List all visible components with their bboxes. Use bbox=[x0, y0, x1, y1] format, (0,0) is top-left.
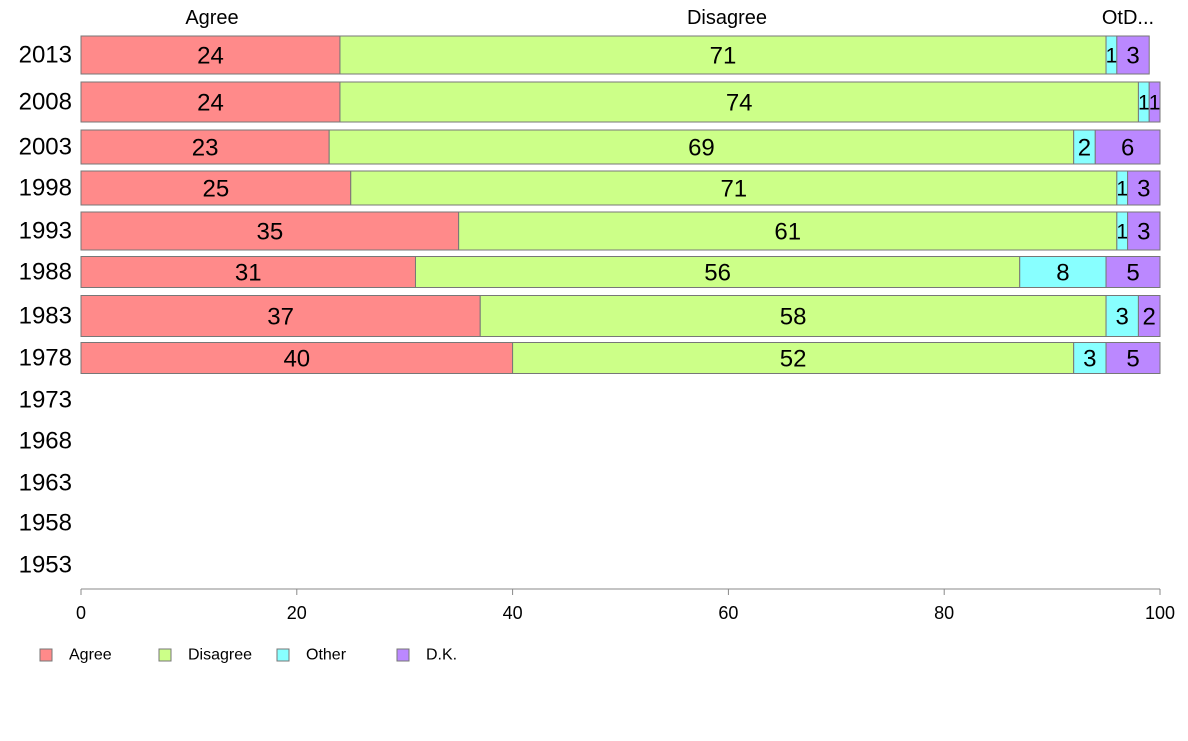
data-label: 6 bbox=[1121, 135, 1134, 162]
bar-segment bbox=[80, 211, 460, 251]
bar-segment bbox=[1137, 295, 1161, 337]
data-label: 25 bbox=[203, 176, 230, 203]
x-tick-label: 40 bbox=[503, 603, 523, 623]
data-label: 24 bbox=[197, 90, 224, 117]
bar-segment bbox=[350, 170, 1118, 206]
x-tick-label: 100 bbox=[1145, 603, 1175, 623]
data-label: 3 bbox=[1083, 346, 1096, 373]
bar-segment bbox=[1148, 81, 1161, 123]
category-label: 1998 bbox=[19, 175, 72, 202]
top-label: Disagree bbox=[687, 7, 767, 29]
category-label: 1973 bbox=[19, 387, 72, 414]
legend-swatch bbox=[39, 648, 53, 662]
legend-swatch bbox=[276, 648, 290, 662]
bar-segment bbox=[80, 342, 514, 374]
x-tick-label: 0 bbox=[76, 603, 86, 623]
bar-segment bbox=[1019, 256, 1107, 288]
category-label: 1958 bbox=[19, 510, 72, 537]
data-label: 1 bbox=[1138, 92, 1150, 115]
category-label: 1963 bbox=[19, 470, 72, 497]
bar-segment bbox=[1094, 129, 1161, 165]
bar-segment bbox=[1105, 295, 1139, 337]
x-tick-label: 60 bbox=[718, 603, 738, 623]
legend-swatch bbox=[158, 648, 172, 662]
data-label: 24 bbox=[197, 43, 224, 70]
category-label: 2008 bbox=[19, 89, 72, 116]
bar-segment bbox=[1127, 170, 1161, 206]
data-label: 1 bbox=[1106, 45, 1118, 68]
data-label: 5 bbox=[1126, 346, 1139, 373]
data-label: 8 bbox=[1056, 260, 1069, 287]
bar-segment bbox=[80, 295, 481, 337]
top-label: Agree bbox=[185, 7, 238, 29]
data-label: 1 bbox=[1149, 92, 1161, 115]
category-label: 1988 bbox=[19, 259, 72, 286]
category-label: 1953 bbox=[19, 552, 72, 579]
bar-segment bbox=[479, 295, 1107, 337]
data-label: 5 bbox=[1126, 260, 1139, 287]
data-label: 2 bbox=[1078, 135, 1091, 162]
data-label: 3 bbox=[1137, 219, 1150, 246]
data-label: 71 bbox=[710, 43, 737, 70]
legend-swatch bbox=[396, 648, 410, 662]
bar-segment bbox=[80, 35, 341, 75]
data-label: 52 bbox=[780, 346, 807, 373]
bar-segment bbox=[1105, 256, 1161, 288]
category-label: 1993 bbox=[19, 218, 72, 245]
data-label: 40 bbox=[283, 346, 310, 373]
bar-segment bbox=[414, 256, 1021, 288]
data-label: 61 bbox=[774, 219, 801, 246]
bar-segment bbox=[1073, 342, 1107, 374]
bar-segment bbox=[339, 81, 1139, 123]
data-label: 1 bbox=[1116, 221, 1128, 244]
data-label: 58 bbox=[780, 304, 807, 331]
category-label: 1968 bbox=[19, 428, 72, 455]
bar-segment bbox=[1127, 211, 1161, 251]
bar-segment bbox=[80, 256, 416, 288]
x-tick-label: 20 bbox=[287, 603, 307, 623]
legend-label: D.K. bbox=[426, 647, 457, 664]
data-label: 3 bbox=[1116, 304, 1129, 331]
data-label: 71 bbox=[720, 176, 747, 203]
data-label: 2 bbox=[1143, 304, 1156, 331]
data-label: 23 bbox=[192, 135, 219, 162]
category-label: 2003 bbox=[19, 134, 72, 161]
data-label: 31 bbox=[235, 260, 262, 287]
bar-segment bbox=[1105, 342, 1161, 374]
top-label: OtD... bbox=[1102, 7, 1154, 29]
data-label: 74 bbox=[726, 90, 753, 117]
data-label: 37 bbox=[267, 304, 294, 331]
data-label: 3 bbox=[1137, 176, 1150, 203]
legend-label: Other bbox=[306, 647, 347, 664]
data-label: 1 bbox=[1116, 178, 1128, 201]
category-label: 1978 bbox=[19, 345, 72, 372]
category-label: 2013 bbox=[19, 42, 72, 69]
data-label: 56 bbox=[704, 260, 731, 287]
data-label: 3 bbox=[1126, 43, 1139, 70]
data-label: 35 bbox=[256, 219, 283, 246]
bar-segment bbox=[339, 35, 1107, 75]
x-tick-label: 80 bbox=[934, 603, 954, 623]
bar-segment bbox=[458, 211, 1118, 251]
bar-segment bbox=[1116, 35, 1150, 75]
category-label: 1983 bbox=[19, 303, 72, 330]
data-label: 69 bbox=[688, 135, 715, 162]
legend-label: Agree bbox=[69, 647, 112, 664]
bar-segment bbox=[80, 170, 352, 206]
legend-label: Disagree bbox=[188, 647, 252, 664]
